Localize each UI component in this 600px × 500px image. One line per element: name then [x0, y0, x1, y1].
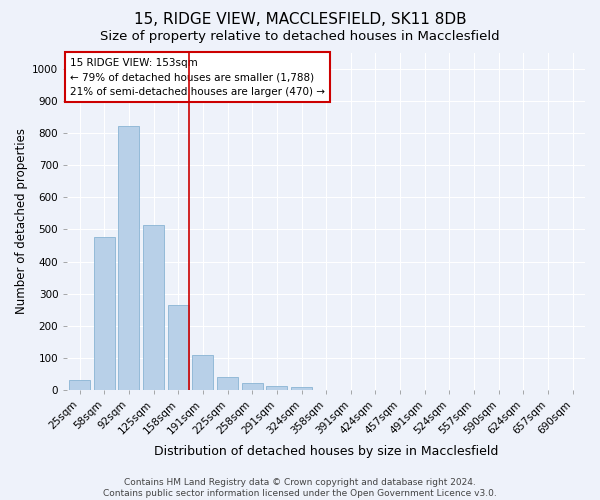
Bar — [266, 386, 287, 390]
Text: Size of property relative to detached houses in Macclesfield: Size of property relative to detached ho… — [100, 30, 500, 43]
Bar — [69, 380, 90, 390]
Bar — [168, 305, 189, 390]
Bar — [217, 378, 238, 390]
Y-axis label: Number of detached properties: Number of detached properties — [15, 128, 28, 314]
Bar — [143, 224, 164, 390]
Bar — [291, 387, 312, 390]
X-axis label: Distribution of detached houses by size in Macclesfield: Distribution of detached houses by size … — [154, 444, 499, 458]
Text: Contains HM Land Registry data © Crown copyright and database right 2024.
Contai: Contains HM Land Registry data © Crown c… — [103, 478, 497, 498]
Bar — [242, 383, 263, 390]
Text: 15 RIDGE VIEW: 153sqm
← 79% of detached houses are smaller (1,788)
21% of semi-d: 15 RIDGE VIEW: 153sqm ← 79% of detached … — [70, 58, 325, 97]
Bar — [118, 126, 139, 390]
Bar — [193, 355, 214, 390]
Text: 15, RIDGE VIEW, MACCLESFIELD, SK11 8DB: 15, RIDGE VIEW, MACCLESFIELD, SK11 8DB — [134, 12, 466, 28]
Bar — [94, 237, 115, 390]
